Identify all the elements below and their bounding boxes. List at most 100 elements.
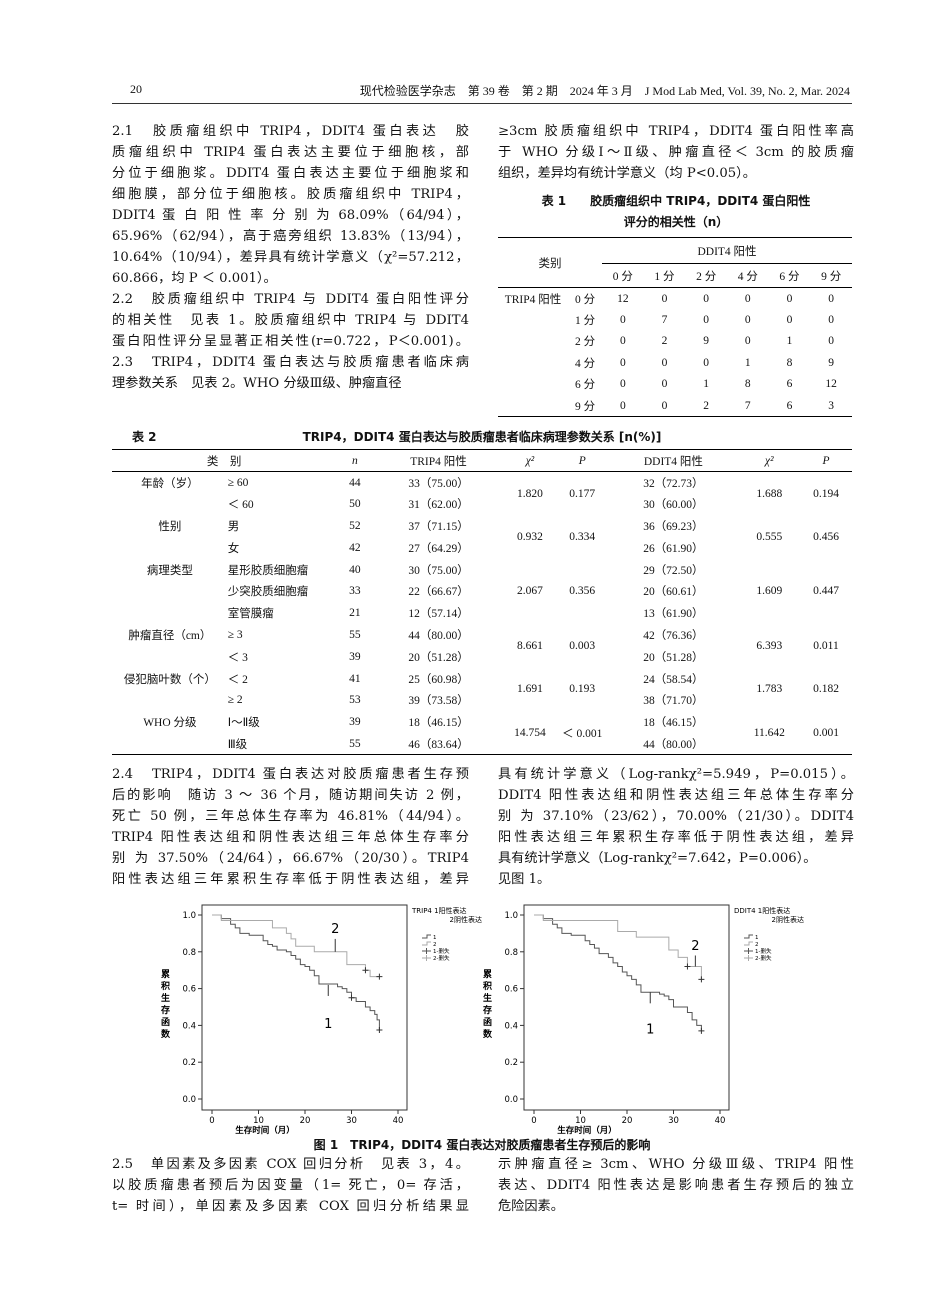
table-cell: 0	[703, 313, 710, 326]
group-name: 肿瘤直径（cm）	[128, 629, 212, 642]
n-value: 50	[349, 498, 361, 511]
row-group	[498, 352, 568, 374]
legend-title: 2阴性表达	[772, 915, 804, 924]
ddit4-value: 42（76.36）	[643, 629, 704, 642]
censor-mark	[684, 963, 691, 970]
trip4-value: 46（83.64）	[408, 738, 469, 751]
ddit4-value: 18（46.15）	[643, 717, 704, 730]
section-2-4: 2.4 TRIP4，DDIT4 蛋白表达对胶质瘤患者生存预 后的影响 随访 3 ～…	[112, 764, 469, 890]
curve-label: 1	[646, 1023, 654, 1038]
table-cell: 12	[825, 378, 837, 391]
column-header: 0 分	[612, 270, 633, 283]
p-trip4: 0.177	[569, 487, 596, 500]
section-2-4-cont: 具有统计学意义（Log-rankχ²=5.949，P=0.015）。 DDIT4 …	[498, 764, 854, 890]
legend-swatch	[744, 941, 753, 946]
table-cell: 0	[661, 399, 668, 412]
group-name	[112, 689, 228, 711]
y-tick-label: 0.4	[504, 1021, 518, 1031]
chi-square-trip4: 1.691	[517, 683, 543, 696]
text-line: 2.4 TRIP4，DDIT4 蛋白表达对胶质瘤患者生存预	[112, 767, 469, 782]
table-cell: 9	[828, 356, 835, 369]
p-trip4: 0.193	[569, 683, 596, 696]
y-tick-label: 0.8	[504, 948, 518, 958]
page-number: 20	[130, 82, 142, 96]
table-row: 室管膜瘤 21 12（57.14） 13（61.90）	[112, 602, 852, 624]
table-cell: 12	[617, 292, 629, 305]
header-category: 类 别	[206, 455, 242, 468]
ddit4-value: 20（51.28）	[643, 651, 704, 664]
subgroup: 少突胶质细胞瘤	[227, 586, 309, 599]
subgroup: ≥ 2	[227, 694, 243, 707]
text-line: 见图 1。	[498, 872, 551, 887]
survival-curve-2	[534, 914, 702, 980]
table-row: Ⅲ级 55 46（83.64） 44（80.00）	[112, 733, 852, 755]
text-line: 细胞膜，部分位于细胞核。胶质瘤组织中 TRIP4，	[112, 187, 469, 202]
ddit4-value: 26（61.90）	[643, 542, 704, 555]
p-trip4: 0.356	[569, 585, 596, 598]
censor-mark	[376, 1027, 383, 1033]
table-cell: 7	[744, 399, 751, 412]
p-ddit4: 0.447	[813, 585, 839, 598]
table-cell: 6	[786, 378, 793, 391]
table-cell: 0	[744, 313, 751, 326]
trip4-value: 20（51.28）	[408, 651, 469, 664]
table-row: 侵犯脑叶数（个） ＜ 2 41 25（60.98） 1.691 0.193 24（58.54…	[112, 668, 852, 696]
table-row: ＜ 60 50 31（62.00） 30（60.00）	[112, 493, 852, 515]
y-tick-label: 1.0	[504, 911, 518, 921]
row-group	[498, 309, 568, 331]
x-tick-label: 30	[346, 1116, 357, 1126]
n-value: 44	[349, 476, 361, 489]
text-line: 分位于细胞浆。DDIT4 蛋白表达主要位于细胞浆和	[112, 166, 469, 181]
chi-square-trip4: 0.932	[517, 530, 543, 543]
p-trip4: ＜ 0.001	[562, 727, 603, 740]
table-row: 6 分 0 0 1 8 6 12	[498, 374, 852, 396]
table-cell: 0	[661, 378, 668, 391]
legend-swatch	[744, 948, 753, 954]
column-header: χ²	[525, 454, 535, 467]
ddit4-value: 24（58.54）	[643, 673, 704, 686]
subgroup: ≥ 3	[227, 628, 243, 641]
table-cell: 0	[703, 356, 710, 369]
table-cell: 1	[703, 378, 710, 391]
table-row: 女 42 27（64.29） 26（61.90）	[112, 537, 852, 559]
n-value: 40	[349, 563, 361, 576]
group-name	[112, 733, 228, 755]
legend-swatch	[744, 955, 753, 961]
table-cell: 2	[703, 399, 710, 412]
section-2-1-to-2-3: 2.1 胶质瘤组织中 TRIP4，DDIT4 蛋白表达 胶质瘤组织中 TRIP4…	[112, 121, 469, 394]
legend-title: TRIP4 1阳性表达	[411, 906, 467, 915]
curve-label: 2	[331, 922, 339, 937]
table-cell: 0	[619, 378, 626, 391]
header-rule	[112, 103, 852, 104]
legend-entry: 1	[433, 935, 437, 941]
table-cell: 0	[619, 335, 626, 348]
table-row: 1 分 0 7 0 0 0 0	[498, 309, 852, 331]
subgroup: ＜ 2	[227, 673, 248, 686]
column-header: TRIP4 阳性	[410, 455, 467, 468]
row-score: 6 分	[574, 379, 596, 392]
text-line: 蛋白阳性评分呈显著正相关性(r=0.722，P＜0.001)。	[112, 334, 469, 349]
subgroup: ＜ 3	[227, 651, 248, 664]
text-line: 60.866，均 P ＜ 0.001）。	[112, 271, 277, 286]
x-tick-label: 10	[575, 1116, 586, 1126]
table-cell: 8	[786, 356, 793, 369]
x-tick-label: 20	[622, 1116, 633, 1126]
table-cell: 1	[786, 335, 793, 348]
column-header: P	[822, 454, 830, 467]
table-cell: 6	[786, 399, 793, 412]
table-cell: 3	[828, 399, 835, 412]
n-value: 33	[349, 585, 361, 598]
table-cell: 0	[661, 356, 668, 369]
subgroup: 室管膜瘤	[227, 608, 274, 621]
table-cell: 0	[786, 313, 793, 326]
column-header: DDIT4 阳性	[643, 455, 703, 468]
table-row: ≥ 2 53 39（73.58） 38（71.70）	[112, 689, 852, 711]
legend-swatch	[744, 934, 753, 939]
group-name	[112, 537, 228, 559]
subgroup: 女	[227, 542, 240, 555]
text-line: 2.1 胶质瘤组织中 TRIP4，DDIT4 蛋白表达 胶	[112, 124, 469, 139]
text-line: 别 为 37.10%（23/62），70.00%（21/30）。DDIT4	[498, 809, 854, 824]
x-tick-label: 10	[253, 1116, 264, 1126]
text-line: 2.3 TRIP4，DDIT4 蛋白表达与胶质瘤患者临床病	[112, 355, 469, 370]
